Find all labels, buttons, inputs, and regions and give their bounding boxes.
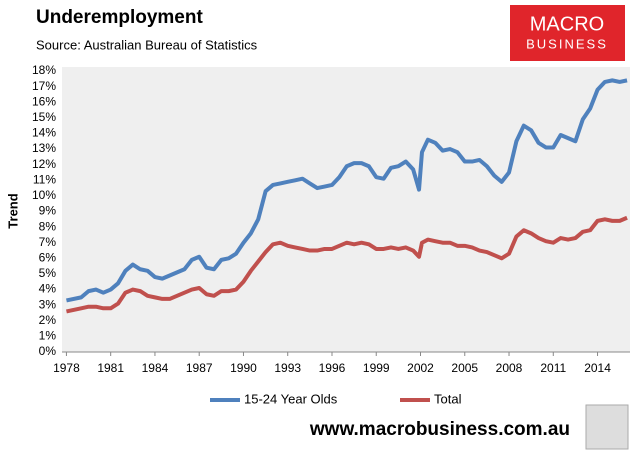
logo-image: [585, 404, 629, 450]
y-tick-label: 2%: [39, 313, 57, 327]
x-tick-label: 1981: [97, 361, 124, 375]
chart-title: Underemployment: [36, 7, 203, 28]
y-tick-label: 0%: [39, 344, 57, 358]
y-tick-label: 8%: [39, 219, 57, 233]
logo-text: BUSINESS: [526, 36, 608, 51]
y-tick-label: 17%: [32, 79, 56, 93]
plot-area: [62, 67, 630, 352]
y-axis-label: Trend: [5, 193, 20, 228]
y-tick-label: 18%: [32, 63, 56, 77]
x-tick-label: 2011: [540, 361, 566, 375]
x-tick-label: 2002: [407, 361, 434, 375]
logo-box: [510, 5, 625, 61]
x-tick-label: 1987: [186, 361, 213, 375]
y-tick-label: 11%: [33, 172, 56, 186]
chart-subtitle: Source: Australian Bureau of Statistics: [36, 37, 258, 52]
y-tick-label: 4%: [39, 282, 57, 296]
y-tick-label: 13%: [32, 141, 56, 155]
y-tick-label: 9%: [39, 204, 57, 218]
y-tick-label: 5%: [39, 266, 57, 280]
x-tick-label: 1993: [274, 361, 301, 375]
legend-label: Total: [434, 391, 462, 406]
y-tick-label: 1%: [39, 329, 57, 343]
x-tick-label: 2008: [496, 361, 523, 375]
footer-url: www.macrobusiness.com.au: [309, 419, 570, 440]
x-tick-label: 1978: [53, 361, 80, 375]
legend-label: 15-24 Year Olds: [244, 391, 338, 406]
x-tick-label: 1996: [319, 361, 346, 375]
x-tick-label: 2014: [584, 361, 611, 375]
y-tick-label: 7%: [39, 235, 57, 249]
x-tick-label: 2005: [451, 361, 478, 375]
y-tick-label: 15%: [32, 110, 56, 124]
x-tick-label: 1990: [230, 361, 257, 375]
data-line: [66, 78, 628, 303]
y-tick-label: 16%: [32, 94, 56, 108]
logo-text: MACRO: [530, 13, 604, 35]
y-tick-label: 12%: [32, 157, 56, 171]
y-tick-label: 3%: [39, 297, 57, 311]
x-tick-label: 1984: [142, 361, 169, 375]
x-tick-label: 1999: [363, 361, 390, 375]
data-line: [66, 215, 628, 314]
y-tick-label: 14%: [32, 126, 56, 140]
y-tick-label: 10%: [32, 188, 56, 202]
y-tick-label: 6%: [39, 251, 57, 265]
